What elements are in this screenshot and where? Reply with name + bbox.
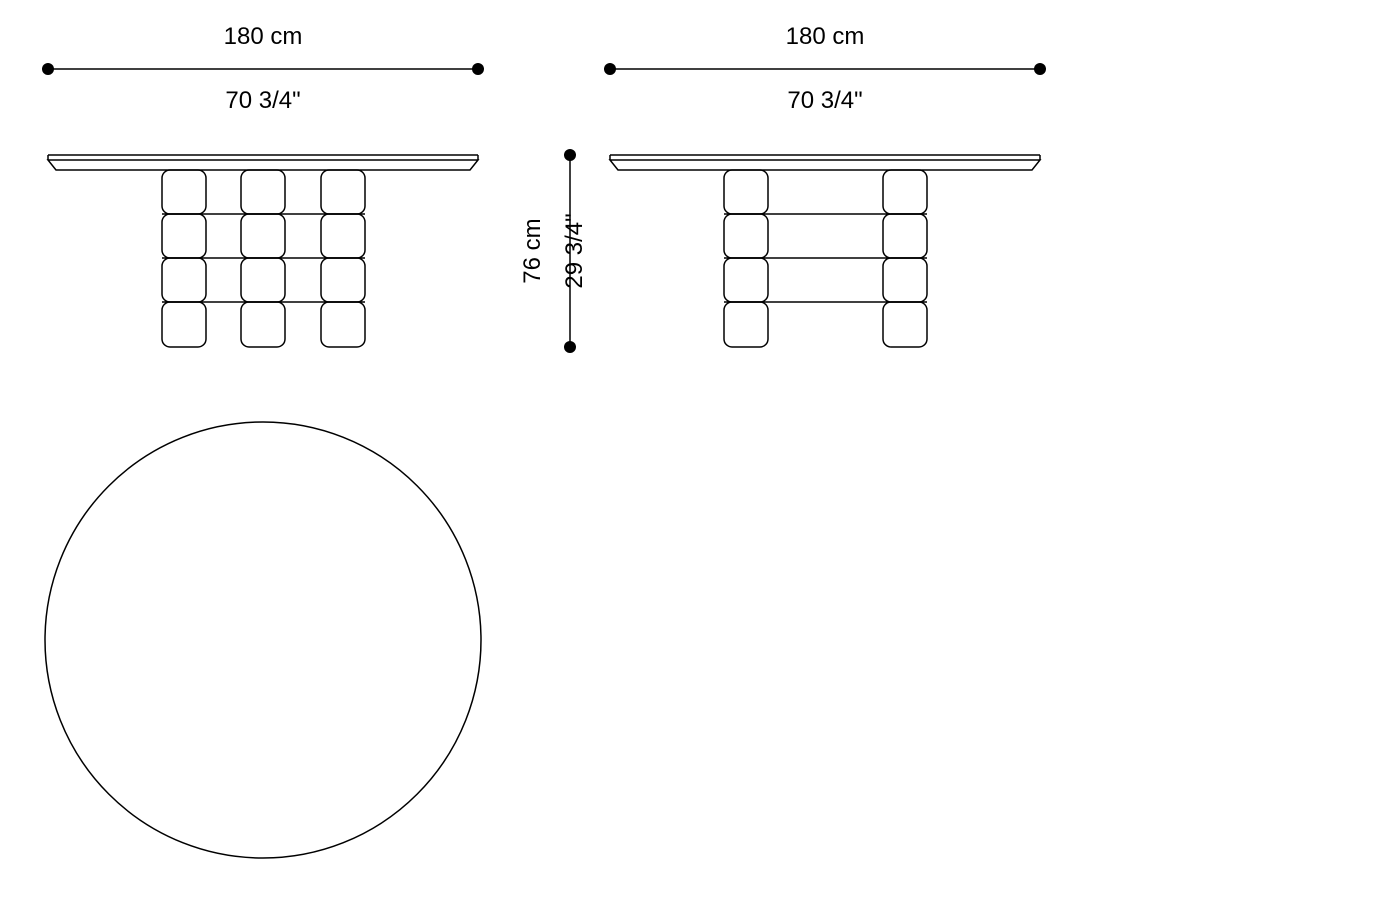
height-label-in: 29 3/4" [561,213,588,288]
left-width-label-in: 70 3/4" [225,87,300,114]
right-leg-2 [883,170,927,347]
diagram-canvas: 180 cm 70 3/4" [0,0,1400,905]
left-leg-2 [241,170,285,347]
right-width-dimension [604,63,1046,75]
left-leg-3 [321,170,365,347]
left-width-dimension [42,63,484,75]
left-leg-1 [162,170,206,347]
right-table-legs [724,170,927,347]
left-table-top [48,155,478,170]
right-width-label-cm: 180 cm [786,23,865,50]
right-table-top [610,155,1040,170]
height-label-cm: 76 cm [519,218,546,283]
technical-drawing-svg: 180 cm 70 3/4" [0,0,1400,905]
right-width-label-in: 70 3/4" [787,87,862,114]
left-table-legs [162,170,365,347]
right-leg-1 [724,170,768,347]
left-width-label-cm: 180 cm [224,23,303,50]
top-view-circle [45,422,481,858]
